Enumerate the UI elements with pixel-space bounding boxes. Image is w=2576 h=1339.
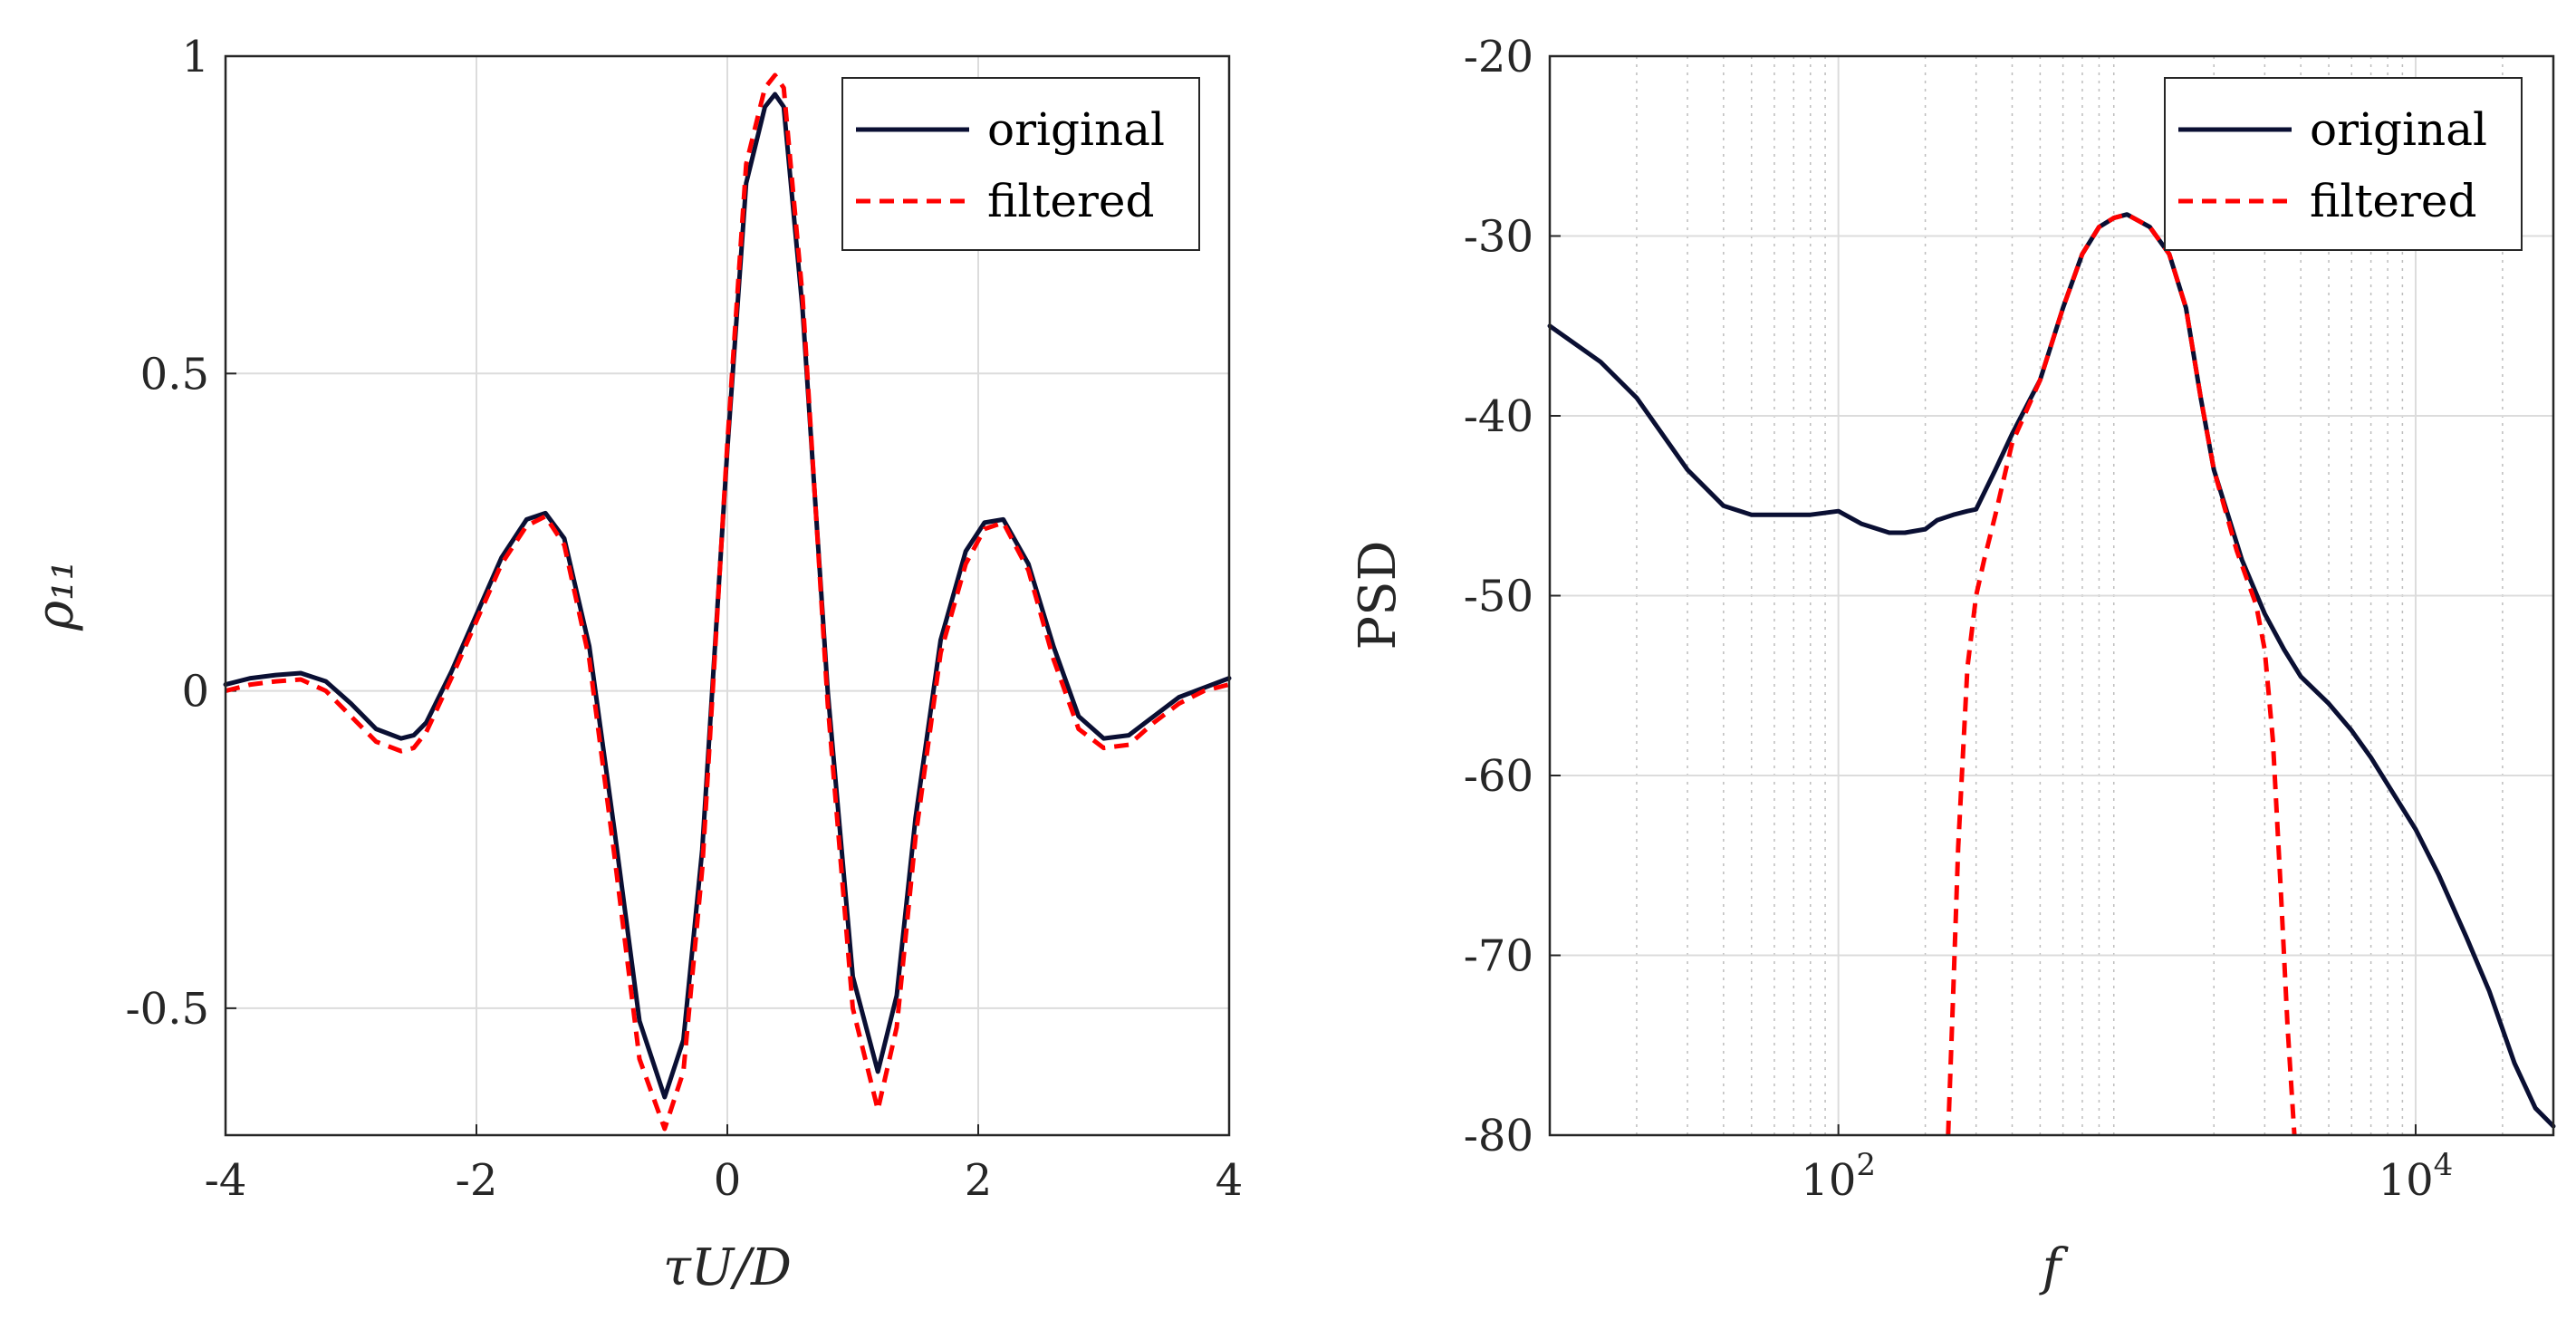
y-tick-label: -50: [1464, 572, 1533, 622]
y-tick-label: -60: [1464, 751, 1533, 802]
x-axis-label: τU/D: [663, 1238, 792, 1297]
y-tick-label: 0: [181, 667, 209, 718]
y-tick-label: -70: [1464, 931, 1533, 982]
x-tick-label: 0: [714, 1155, 742, 1206]
y-tick-label: 0.5: [140, 349, 209, 400]
x-tick-exponent: 2: [1856, 1147, 1876, 1183]
y-tick-label: -80: [1464, 1111, 1533, 1161]
x-tick-label: -4: [205, 1155, 247, 1206]
y-axis-label: PSD: [1349, 541, 1408, 650]
legend-filtered-label: filtered: [987, 175, 1155, 227]
x-tick-label: 4: [1216, 1155, 1244, 1206]
legend-original-label: original: [987, 103, 1165, 156]
y-tick-label: -0.5: [125, 984, 209, 1035]
psd-chart: 102 104-80-70-60-50-40-30-20 f PSD origin…: [1349, 32, 2556, 1297]
x-tick-label: 102: [1801, 1147, 1876, 1206]
y-tick-label: 1: [181, 32, 209, 82]
y-tick-label: -40: [1464, 391, 1533, 442]
legend: original filtered: [2164, 77, 2523, 251]
x-tick-label: 2: [965, 1155, 993, 1206]
legend-original-label: original: [2310, 103, 2487, 156]
y-axis-label: ρ₁₁: [26, 560, 85, 631]
y-tick-label: -20: [1464, 32, 1533, 82]
series-filtered-line: [225, 72, 1230, 1132]
x-tick-exponent: 4: [2434, 1147, 2454, 1183]
series-filtered-line: [1946, 212, 2297, 1136]
legend-filtered-label: filtered: [2310, 175, 2477, 227]
x-tick-label: -2: [456, 1155, 498, 1206]
legend: original filtered: [841, 77, 1200, 251]
y-tick-label: -30: [1464, 212, 1533, 263]
correlation-chart: -4 -2 0 2 4 -0.5 0 0.5 1 τU/D ρ₁₁ original filte…: [26, 32, 1243, 1297]
